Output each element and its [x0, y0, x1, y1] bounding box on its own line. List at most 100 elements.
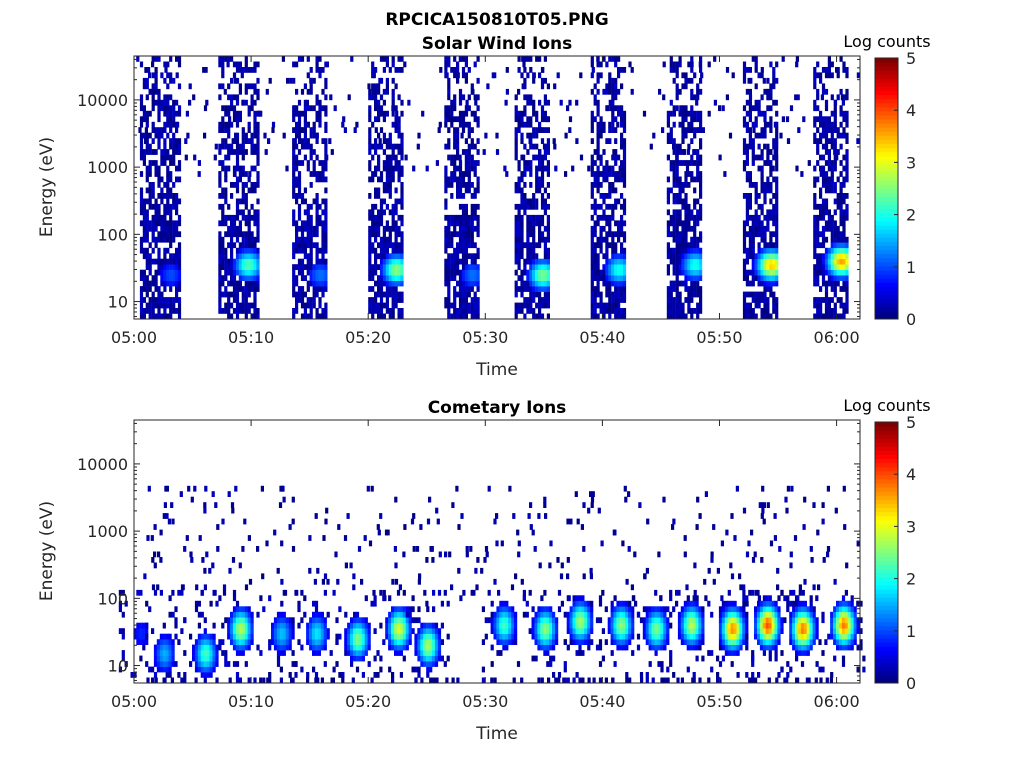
heatmap-cell: [230, 302, 234, 309]
heatmap-cell: [839, 171, 843, 177]
heatmap-cell: [830, 247, 834, 254]
heatmap-cell: [529, 198, 533, 205]
heatmap-cell: [192, 655, 196, 662]
heatmap-cell: [300, 193, 305, 199]
heatmap-cell: [303, 105, 307, 112]
heatmap-cell: [699, 308, 703, 314]
heatmap-cell: [374, 193, 378, 199]
heatmap-cell: [321, 264, 325, 270]
heatmap-cell: [593, 182, 597, 188]
heatmap-cell: [535, 127, 539, 133]
heatmap-cell: [157, 308, 161, 314]
heatmap-cell: [163, 209, 167, 216]
heatmap-cell: [830, 160, 834, 166]
heatmap-cell: [775, 264, 779, 270]
heatmap-cell: [232, 182, 237, 188]
heatmap-cell: [599, 132, 603, 139]
heatmap-cell: [839, 160, 843, 166]
heatmap-cell: [169, 105, 173, 112]
heatmap-cell: [535, 264, 539, 270]
heatmap-cell: [235, 236, 240, 243]
heatmap-cell: [276, 639, 281, 645]
heatmap-cell: [821, 171, 826, 177]
heatmap-cell: [306, 264, 310, 270]
heatmap-cell: [745, 275, 749, 281]
heatmap-cell: [543, 203, 547, 210]
heatmap-cell: [475, 94, 479, 101]
heatmap-cell: [250, 143, 254, 150]
heatmap-cell: [197, 622, 201, 629]
heatmap-cell: [678, 264, 682, 270]
heatmap-cell: [502, 617, 506, 624]
heatmap-cell: [602, 264, 606, 270]
heatmap-cell: [538, 225, 542, 232]
heatmap-cell: [476, 138, 480, 144]
heatmap-cell: [250, 187, 254, 194]
heatmap-cell: [148, 187, 152, 194]
heatmap-cell: [645, 633, 649, 640]
heatmap-cell: [827, 302, 831, 309]
heatmap-cell: [476, 269, 480, 276]
heatmap-cell: [397, 176, 401, 183]
heatmap-cell: [532, 269, 536, 276]
heatmap-cell: [417, 628, 421, 634]
heatmap-cell: [447, 56, 451, 62]
heatmap-cell: [320, 644, 324, 651]
heatmap-cell: [325, 154, 329, 161]
heatmap-cell: [271, 127, 275, 133]
heatmap-cell: [292, 77, 296, 84]
heatmap-cell: [377, 99, 381, 106]
heatmap-cell: [407, 99, 411, 106]
heatmap-cell: [142, 116, 146, 123]
heatmap-cell: [707, 61, 711, 68]
heatmap-cell: [458, 275, 463, 281]
heatmap-cell: [529, 143, 533, 150]
heatmap-cell: [333, 105, 337, 112]
heatmap-cell: [396, 611, 401, 618]
heatmap-cell: [611, 110, 615, 117]
heatmap-cell: [593, 176, 597, 183]
heatmap-cell: [620, 138, 624, 144]
heatmap-cell: [628, 639, 632, 645]
heatmap-cell: [593, 269, 597, 276]
heatmap-cell: [244, 253, 248, 260]
heatmap-cell: [687, 209, 691, 216]
heatmap-cell: [517, 116, 521, 123]
heatmap-cell: [532, 264, 536, 270]
heatmap-cell: [617, 297, 621, 303]
heatmap-cell: [596, 165, 600, 172]
heatmap-cell: [508, 611, 512, 618]
heatmap-cell: [529, 269, 533, 276]
heatmap-cell: [142, 160, 146, 166]
heatmap-cell: [447, 138, 451, 144]
heatmap-cell: [678, 242, 682, 249]
heatmap-cell: [218, 286, 222, 292]
heatmap-cell: [259, 650, 263, 656]
heatmap-cell: [830, 143, 834, 150]
heatmap-cell: [505, 606, 509, 613]
heatmap-cell: [405, 644, 409, 651]
heatmap-cell: [771, 165, 775, 172]
heatmap-cell: [446, 633, 450, 640]
heatmap-cell: [458, 56, 462, 62]
heatmap-cell: [819, 258, 823, 265]
heatmap-cell: [602, 302, 606, 309]
heatmap-cell: [417, 639, 421, 645]
heatmap-cell: [385, 220, 389, 227]
heatmap-cell: [361, 644, 365, 651]
heatmap-cell: [379, 171, 384, 177]
heatmap-cell: [568, 99, 572, 106]
heatmap-cell: [147, 67, 151, 73]
heatmap-cell: [268, 595, 272, 602]
heatmap-cell: [172, 193, 176, 199]
heatmap-cell: [253, 149, 257, 155]
heatmap-cell: [669, 61, 673, 68]
heatmap-cell: [836, 231, 840, 238]
heatmap-cell: [368, 253, 372, 260]
heatmap-cell: [238, 617, 242, 624]
heatmap-cell: [391, 56, 395, 62]
heatmap-cell: [490, 600, 494, 607]
heatmap-cell: [338, 672, 342, 678]
heatmap-cell: [775, 214, 779, 221]
heatmap-cell: [315, 154, 319, 161]
